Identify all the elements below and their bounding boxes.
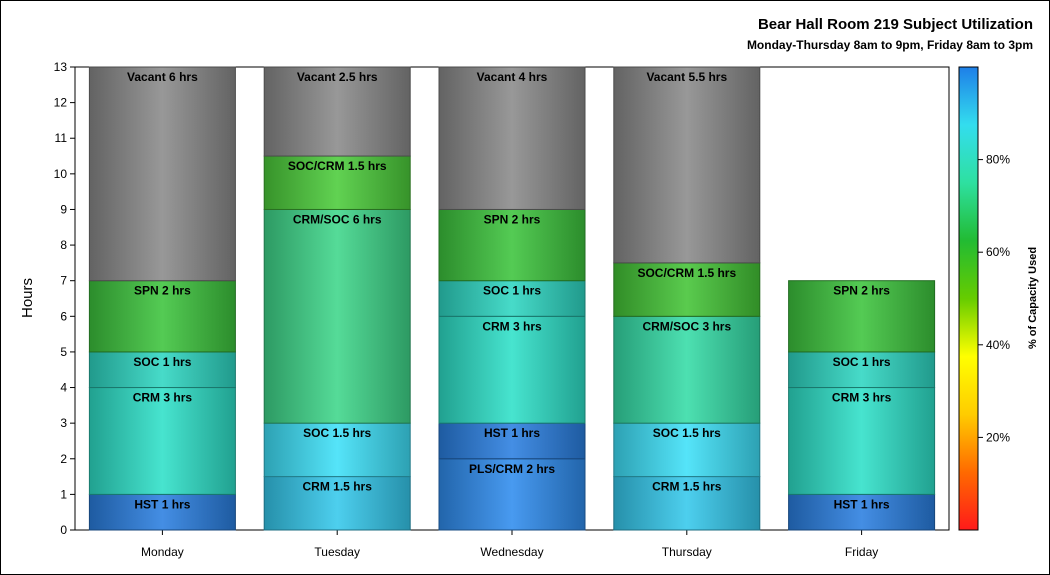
bar-segment-label: Vacant 6 hrs — [127, 70, 198, 84]
bar-segment — [613, 262, 761, 317]
colorbar-tick-label: 20% — [986, 430, 1010, 444]
bar-segment — [613, 315, 761, 424]
bar-segment — [88, 387, 236, 495]
bar-segment-label: SOC 1 hrs — [133, 355, 191, 369]
y-tick-label: 8 — [60, 238, 67, 252]
bar-segment-label: SOC 1.5 hrs — [303, 426, 371, 440]
bar-segment-label: SOC 1 hrs — [833, 355, 891, 369]
y-tick-label: 0 — [60, 523, 67, 537]
y-tick-label: 10 — [54, 167, 68, 181]
x-tick-label: Wednesday — [480, 545, 543, 559]
bar-segment — [788, 280, 936, 353]
bar-segment-label: SOC 1.5 hrs — [653, 426, 721, 440]
y-tick-label: 6 — [60, 309, 67, 323]
y-tick-label: 7 — [60, 274, 67, 288]
y-tick-label: 9 — [60, 202, 67, 216]
bar-segment-label: CRM/SOC 3 hrs — [642, 319, 731, 333]
y-axis-label: Hours — [19, 278, 36, 318]
bar-segment — [438, 458, 586, 531]
y-tick-label: 11 — [55, 131, 68, 145]
bar-segment-label: CRM/SOC 6 hrs — [293, 212, 382, 226]
bar-segment — [263, 155, 411, 210]
bar-segment — [613, 422, 761, 478]
bar-segment — [438, 315, 586, 424]
y-tick-label: 4 — [60, 381, 67, 395]
colorbar: 20% 40% 60% 80% — [958, 66, 1010, 531]
bar-segment-label: SPN 2 hrs — [833, 284, 890, 298]
chart-title: Bear Hall Room 219 Subject Utilization — [758, 16, 1033, 33]
y-tick-label: 3 — [60, 416, 67, 430]
x-tick-label: Monday — [141, 545, 184, 559]
bar-segment — [88, 66, 236, 282]
bar-segment-label: CRM 1.5 hrs — [303, 480, 373, 494]
bar-segment-label: SOC 1 hrs — [483, 284, 541, 298]
bar-segment-label: SOC/CRM 1.5 hrs — [288, 159, 387, 173]
x-tick-label: Tuesday — [314, 545, 360, 559]
bar-segment — [613, 66, 761, 264]
y-tick-label: 5 — [60, 345, 67, 359]
x-tick-label: Thursday — [662, 545, 712, 559]
bar-segment-label: PLS/CRM 2 hrs — [469, 462, 555, 476]
bar-segment — [438, 66, 586, 210]
bar-segment-label: Vacant 5.5 hrs — [646, 70, 727, 84]
bar-segment-label: SPN 2 hrs — [134, 284, 191, 298]
bar-segment-label: Vacant 4 hrs — [477, 70, 548, 84]
bar-segment-label: CRM 1.5 hrs — [652, 480, 722, 494]
bar-segment — [788, 387, 936, 495]
bar-segment — [88, 493, 236, 531]
bar-segment — [263, 208, 411, 424]
bar-segment — [438, 208, 586, 282]
bar-segment-label: HST 1 hrs — [834, 497, 890, 511]
bar-segment — [263, 66, 411, 157]
bar-segment-label: HST 1 hrs — [484, 426, 540, 440]
colorbar-tick-label: 60% — [986, 245, 1010, 259]
x-tick-label: Friday — [845, 545, 878, 559]
bar-segment — [88, 351, 236, 389]
bar-segment-label: Vacant 2.5 hrs — [297, 70, 378, 84]
colorbar-label: % of Capacity Used — [1027, 247, 1039, 349]
bar-segment-label: SOC/CRM 1.5 hrs — [637, 266, 736, 280]
colorbar-gradient — [958, 66, 979, 531]
colorbar-tick-label: 40% — [986, 338, 1010, 352]
bar-segment — [263, 476, 411, 531]
bar-segment-label: HST 1 hrs — [134, 497, 190, 511]
bar-segment — [438, 280, 586, 317]
bar-segment-label: CRM 3 hrs — [832, 391, 892, 405]
y-tick-label: 12 — [54, 96, 68, 110]
y-tick-label: 1 — [60, 487, 67, 501]
bar-segment — [88, 280, 236, 353]
bar-segment — [788, 493, 936, 531]
bar-segment-label: CRM 3 hrs — [482, 319, 542, 333]
bar-segment-label: CRM 3 hrs — [133, 391, 193, 405]
y-tick-label: 13 — [54, 60, 68, 74]
colorbar-tick-label: 80% — [986, 153, 1010, 167]
y-tick-label: 2 — [60, 452, 67, 466]
chart-subtitle: Monday-Thursday 8am to 9pm, Friday 8am t… — [747, 38, 1033, 52]
bar-segment — [613, 476, 761, 531]
bar-segment-label: SPN 2 hrs — [484, 212, 541, 226]
